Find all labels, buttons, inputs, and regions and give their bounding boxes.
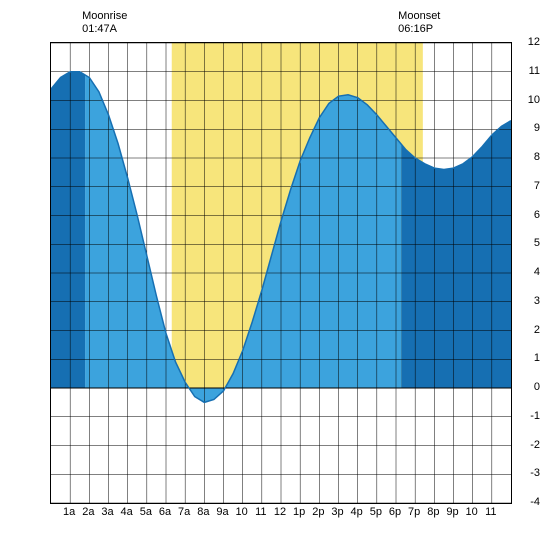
x-tick-label: 2p <box>312 506 324 518</box>
moonrise-label: Moonrise 01:47A <box>82 10 127 36</box>
x-tick-label: 6a <box>159 506 171 518</box>
y-tick-label: 3 <box>534 295 540 307</box>
x-tick-label: 7a <box>178 506 190 518</box>
plot-area <box>50 42 512 504</box>
y-tick-label: -1 <box>530 410 540 422</box>
y-tick-label: 6 <box>534 209 540 221</box>
y-tick-label: 7 <box>534 180 540 192</box>
x-tick-label: 5p <box>370 506 382 518</box>
y-tick-label: -3 <box>530 467 540 479</box>
y-tick-label: 5 <box>534 237 540 249</box>
y-tick-label: 10 <box>528 94 540 106</box>
y-tick-label: 4 <box>534 266 540 278</box>
x-tick-label: 8p <box>427 506 439 518</box>
y-tick-label: 11 <box>529 65 540 77</box>
x-tick-label: 4a <box>121 506 133 518</box>
y-tick-label: -2 <box>530 439 540 451</box>
x-tick-label: 3a <box>101 506 113 518</box>
y-tick-label: -4 <box>530 496 540 508</box>
x-tick-label: 5a <box>140 506 152 518</box>
moonrise-time: 01:47A <box>82 23 127 36</box>
x-tick-label: 2a <box>82 506 94 518</box>
x-tick-label: 9p <box>446 506 458 518</box>
moonset-label: Moonset 06:16P <box>398 10 440 36</box>
y-tick-label: 1 <box>534 352 540 364</box>
x-tick-label: 8a <box>197 506 209 518</box>
y-tick-label: 9 <box>534 122 540 134</box>
x-tick-label: 11 <box>485 506 496 518</box>
chart-header: Moonrise 01:47A Moonset 06:16P <box>10 10 540 42</box>
x-tick-label: 7p <box>408 506 420 518</box>
x-tick-label: 4p <box>351 506 363 518</box>
x-tick-label: 3p <box>331 506 343 518</box>
y-tick-label: 0 <box>534 381 540 393</box>
x-tick-label: 1a <box>63 506 75 518</box>
x-tick-label: 1p <box>293 506 305 518</box>
y-axis: -4-3-2-10123456789101112 <box>515 42 540 502</box>
y-tick-label: 8 <box>534 151 540 163</box>
x-tick-label: 11 <box>255 506 266 518</box>
x-tick-label: 9a <box>216 506 228 518</box>
x-tick-label: 6p <box>389 506 401 518</box>
y-tick-label: 12 <box>528 36 540 48</box>
x-axis: 1a 2a 3a 4a 5a 6a 7a 8a 9a 10 11 12 1p 2p 3p 4p 5p 6p 7p 8p… <box>50 504 510 524</box>
x-tick-label: 12 <box>274 506 286 518</box>
moonset-time: 06:16P <box>398 23 440 36</box>
x-tick-label: 10 <box>236 506 248 518</box>
tide-chart: Moonrise 01:47A Moonset 06:16P -4 -3 -2 -1 0… <box>10 10 540 540</box>
moonrise-title: Moonrise <box>82 10 127 23</box>
y-tick-label: 2 <box>534 324 540 336</box>
moonset-title: Moonset <box>398 10 440 23</box>
x-tick-label: 10 <box>466 506 478 518</box>
